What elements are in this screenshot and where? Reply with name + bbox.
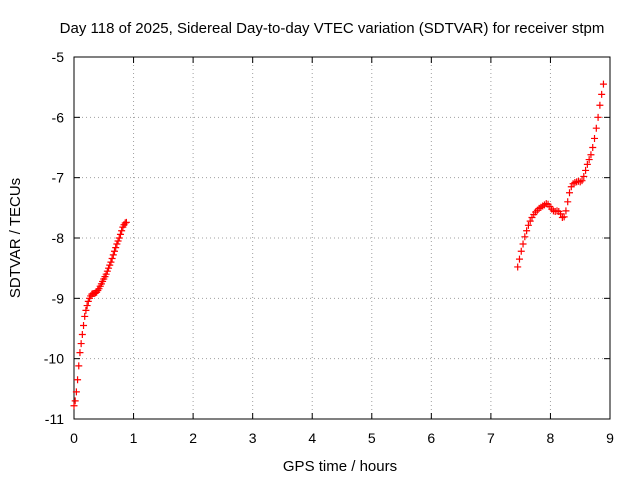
data-series [70, 80, 607, 410]
y-tick-label: -9 [52, 290, 65, 306]
grid [74, 57, 610, 419]
data-point [114, 237, 122, 245]
data-point [105, 264, 113, 272]
data-point [589, 144, 597, 151]
x-tick-label: 3 [249, 430, 257, 446]
x-tick-label: 6 [427, 430, 435, 446]
data-point [564, 198, 572, 206]
data-point [106, 261, 114, 269]
data-point [77, 340, 85, 348]
data-point [585, 156, 593, 164]
data-point [583, 160, 591, 168]
data-point [107, 258, 115, 266]
data-point [514, 263, 522, 271]
data-point [80, 321, 88, 329]
axis-ticks: 0 1 2 3 4 5 6 7 8 9 -5 -6 -7 -8 -9 -10 -11 [44, 49, 614, 446]
data-point [74, 376, 82, 384]
x-tick-label: 7 [487, 430, 495, 446]
data-point [102, 270, 110, 278]
x-tick-label: 2 [189, 430, 197, 446]
data-point [515, 255, 523, 263]
chart-title: Day 118 of 2025, Sidereal Day-to-day VTE… [60, 20, 605, 37]
data-point [526, 217, 534, 225]
data-point [103, 267, 111, 275]
data-point [72, 388, 80, 396]
data-point [70, 402, 78, 410]
data-point [599, 80, 607, 88]
data-point [112, 244, 120, 252]
series-segment-1 [70, 218, 130, 410]
x-axis-label: GPS time / hours [283, 458, 397, 475]
data-point [578, 177, 586, 185]
data-point [562, 207, 570, 215]
data-point [82, 306, 90, 314]
data-point [566, 189, 574, 197]
x-tick-label: 5 [368, 430, 376, 446]
data-point [71, 397, 79, 405]
data-point [122, 218, 130, 226]
data-point [524, 221, 532, 229]
data-point [598, 90, 606, 98]
y-tick-label: -5 [52, 49, 65, 65]
data-point [592, 124, 600, 132]
y-tick-label: -8 [52, 230, 65, 246]
x-tick-label: 0 [70, 430, 78, 446]
y-tick-label: -11 [45, 411, 64, 427]
data-point [560, 213, 568, 221]
data-point [78, 331, 86, 339]
x-tick-label: 1 [130, 430, 138, 446]
series-segment-2 [514, 80, 607, 271]
data-point [121, 219, 129, 227]
data-point [587, 151, 595, 159]
data-point [596, 101, 604, 109]
data-point [108, 255, 116, 263]
data-point [519, 240, 527, 248]
x-tick-label: 9 [606, 430, 614, 446]
x-tick-label: 4 [308, 430, 316, 446]
data-point [521, 233, 529, 241]
data-point [594, 113, 602, 121]
data-point [116, 230, 124, 238]
y-tick-label: -7 [52, 170, 65, 186]
data-point [81, 312, 89, 320]
data-point [113, 240, 121, 248]
data-point [115, 234, 123, 242]
data-point [109, 251, 117, 259]
data-point [557, 210, 565, 218]
y-axis-label: SDTVAR / TECUs [7, 178, 24, 298]
data-point [582, 166, 590, 174]
data-point [83, 302, 91, 310]
data-point [76, 349, 84, 357]
y-tick-label: -6 [52, 109, 65, 125]
data-point [523, 227, 531, 235]
data-point [580, 172, 588, 180]
data-point [591, 134, 599, 142]
data-point [84, 297, 92, 305]
data-point [118, 227, 126, 235]
data-point [517, 247, 525, 255]
x-tick-label: 8 [547, 430, 555, 446]
y-tick-label: -10 [44, 351, 64, 367]
data-point [110, 247, 118, 255]
data-point [75, 362, 83, 370]
